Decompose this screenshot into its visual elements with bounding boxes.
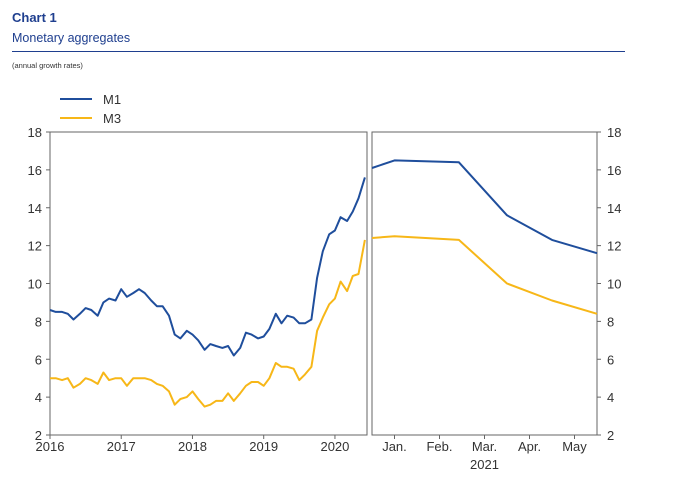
x-tick-label-month: Feb. [426, 439, 452, 454]
y-tick-label-left: 18 [28, 125, 42, 140]
series-line-m1-history [49, 177, 366, 357]
title-rule [12, 51, 625, 52]
left-plot-frame [49, 131, 368, 436]
x-tick-label-month: Jan. [382, 439, 407, 454]
chart-subtitle: (annual growth rates) [12, 61, 83, 70]
series-line-m1-2021 [371, 159, 598, 255]
right-plot-frame [371, 131, 598, 436]
y-tick-label-right: 10 [607, 277, 621, 292]
right-panel: 2 4 6 8 10 12 14 16 18 Jan. Feb. Mar. Apr. May 2021 [371, 125, 621, 472]
y-tick-label-left: 8 [35, 314, 42, 329]
x-axis-year-label: 2021 [470, 457, 499, 472]
y-tick-label-left: 10 [28, 277, 42, 292]
x-tick-label-year: 2017 [107, 439, 136, 454]
x-tick-label-year: 2016 [36, 439, 65, 454]
x-tick-label-year: 2019 [249, 439, 278, 454]
y-tick-label-left: 4 [35, 390, 42, 405]
x-tick-label-year: 2020 [320, 439, 349, 454]
y-tick-label-left: 6 [35, 352, 42, 367]
legend-label-m1: M1 [103, 92, 121, 107]
y-tick-label-right: 4 [607, 390, 614, 405]
y-tick-label-right: 2 [607, 428, 614, 443]
y-tick-label-right: 16 [607, 163, 621, 178]
y-tick-label-left: 12 [28, 239, 42, 254]
x-tick-label-month: Mar. [472, 439, 497, 454]
x-tick-label-year: 2018 [178, 439, 207, 454]
left-panel: 2 4 6 8 10 12 14 16 18 2016 2017 2018 2019 2020 [28, 125, 368, 454]
chart-number: Chart 1 [12, 10, 57, 25]
x-tick-label-month: Apr. [518, 439, 541, 454]
y-tick-label-left: 2 [35, 428, 42, 443]
legend: M1 M3 [60, 92, 121, 126]
x-tick-label-month: May [562, 439, 587, 454]
y-tick-label-right: 12 [607, 239, 621, 254]
y-tick-label-right: 14 [607, 201, 621, 216]
series-line-m3-2021 [371, 235, 598, 315]
chart-title: Monetary aggregates [12, 31, 131, 45]
y-tick-label-right: 6 [607, 352, 614, 367]
y-tick-label-right: 18 [607, 125, 621, 140]
y-tick-label-left: 16 [28, 163, 42, 178]
y-tick-label-right: 8 [607, 314, 614, 329]
y-tick-label-left: 14 [28, 201, 42, 216]
series-line-m3-history [50, 239, 366, 408]
legend-label-m3: M3 [103, 111, 121, 126]
